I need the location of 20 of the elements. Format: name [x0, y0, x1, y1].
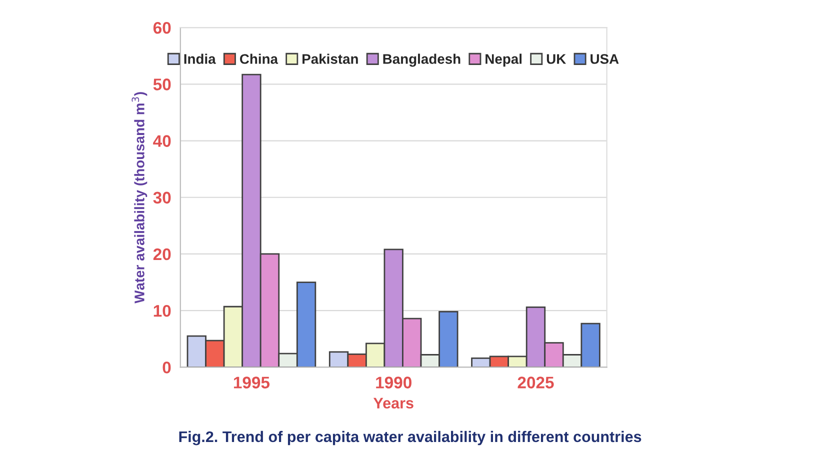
y-tick-label: 30: [153, 192, 171, 204]
y-tick-label: 0: [162, 362, 171, 374]
y-tick-label: 60: [153, 22, 171, 34]
y-tick-label: 40: [153, 135, 171, 147]
legend-label: UK: [546, 54, 566, 64]
x-tick-label: 1990: [376, 376, 412, 388]
y-axis-title: Water availability (thousand m$^{3}$): [132, 92, 148, 304]
legend-label: Bangladesh: [383, 54, 460, 67]
y-tick-label: 50: [153, 78, 171, 90]
y-tick-label: 10: [154, 304, 171, 317]
y-tick-label: 20: [153, 248, 171, 260]
x-axis-title: Years: [373, 398, 414, 409]
x-tick-label: 1995: [234, 376, 270, 388]
text: Fig.2. Trend of per capita water availability in different countries: [179, 430, 642, 446]
legend-label: Nepal: [486, 54, 522, 67]
legend-label: China: [240, 54, 278, 64]
legend-label: India: [184, 54, 216, 64]
legend-label: USA: [590, 54, 619, 64]
x-tick-label: 2025: [518, 376, 554, 388]
legend-label: Pakistan: [302, 54, 358, 64]
